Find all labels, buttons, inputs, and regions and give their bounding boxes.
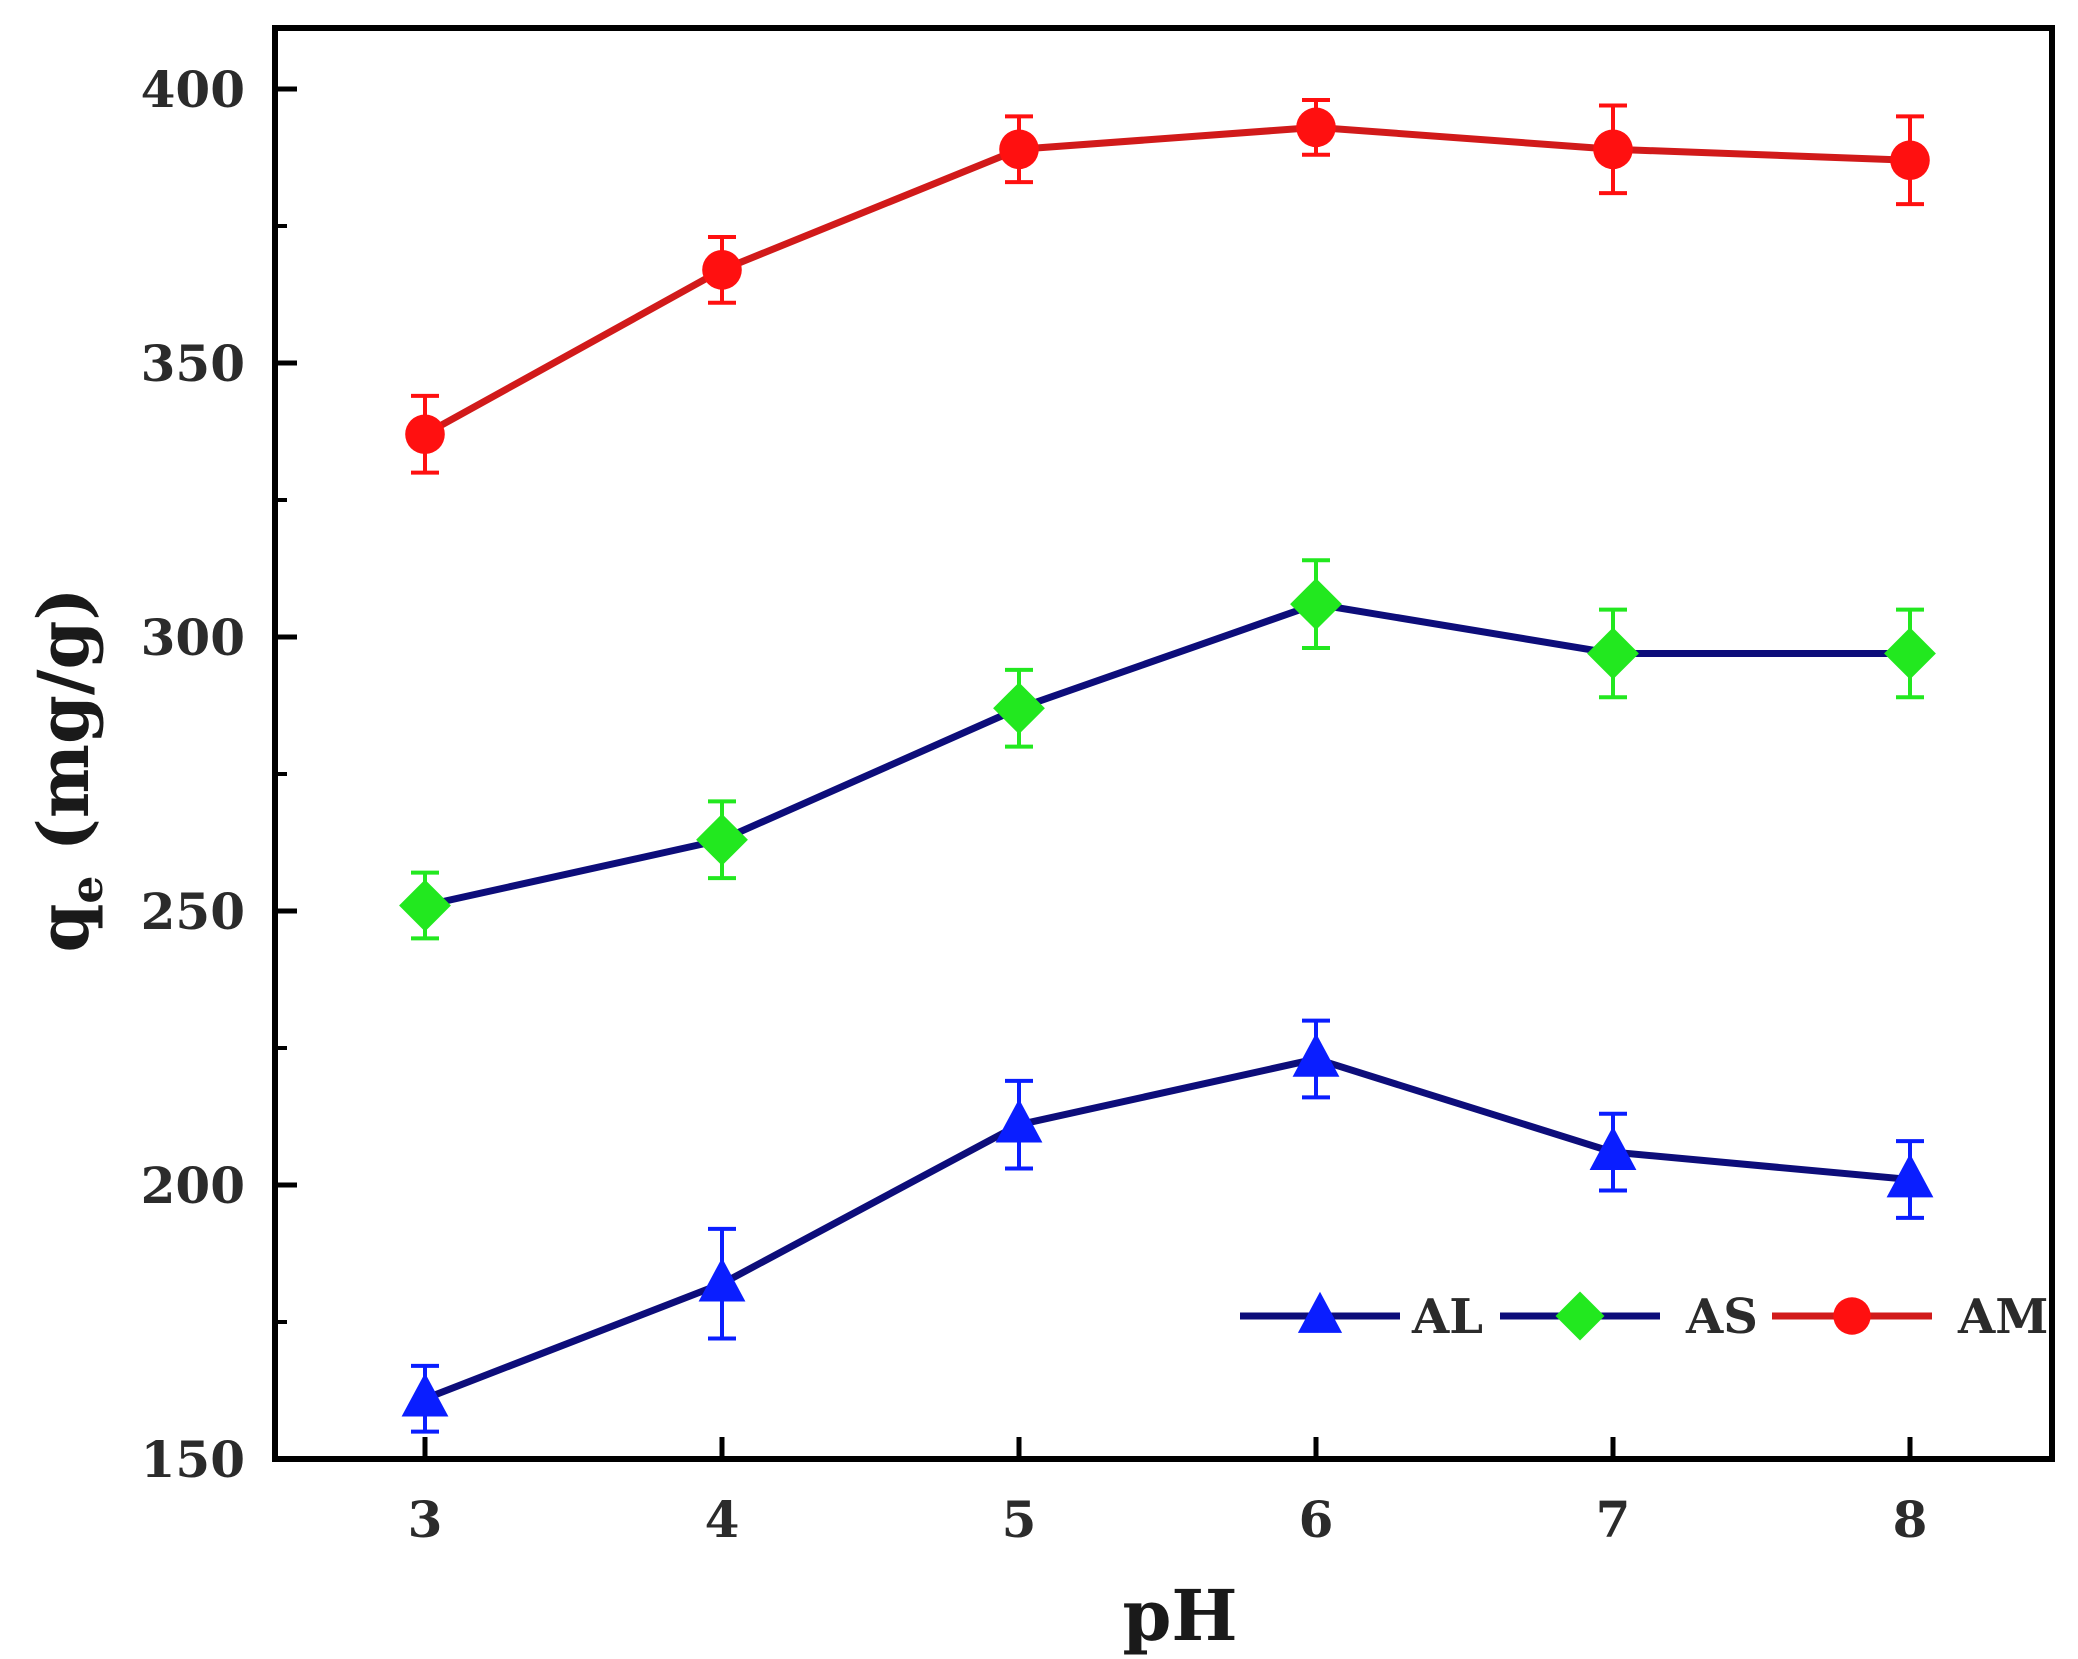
series-layer (399, 97, 1936, 1434)
legend-item-al: AL (1240, 1289, 1483, 1345)
y-tick-label: 350 (141, 334, 245, 393)
x-tick-label: 4 (705, 1490, 740, 1549)
y-axis-title-group: qe (mg/g) (22, 587, 113, 952)
legend-label-as: AS (1685, 1289, 1758, 1345)
data-point-as (399, 879, 451, 932)
legend-item-as: AS (1500, 1289, 1758, 1345)
x-tick-label: 7 (1596, 1490, 1631, 1549)
legend-label-al: AL (1411, 1289, 1483, 1345)
axis-ticks (275, 86, 1913, 1462)
data-point-am (999, 129, 1039, 170)
y-tick-label: 300 (141, 608, 245, 667)
y-tick-label: 250 (141, 882, 245, 941)
data-point-al (995, 1098, 1043, 1143)
x-tick-label: 3 (408, 1490, 443, 1549)
series-line-al (423, 1055, 1911, 1402)
data-point-al (1292, 1033, 1340, 1077)
data-point-al (1589, 1126, 1637, 1170)
legend-label-am: AM (1957, 1289, 2048, 1345)
series-al (401, 1018, 1934, 1434)
y-tick-label: 150 (141, 1430, 245, 1489)
legend-marker-al (1297, 1291, 1343, 1333)
y-tick-label: 400 (141, 60, 245, 119)
y-axis-title-main: q (22, 904, 105, 953)
data-point-am (1890, 140, 1930, 181)
x-tick-label: 8 (1893, 1490, 1928, 1549)
legend-marker-am (1833, 1297, 1871, 1335)
y-axis-title: qe (mg/g) (22, 587, 113, 952)
legend: AL AS AM (1240, 1289, 2048, 1345)
data-point-as (1290, 578, 1342, 631)
data-point-am (702, 250, 742, 290)
x-tick-label: 5 (1002, 1490, 1037, 1549)
y-axis-title-unit: (mg/g) (22, 587, 105, 875)
data-point-am (1296, 107, 1336, 148)
data-point-as (993, 682, 1045, 735)
data-point-al (1886, 1153, 1934, 1198)
series-line-am (423, 123, 1911, 438)
legend-marker-as (1555, 1291, 1605, 1341)
data-point-as (696, 813, 748, 866)
y-tick-label: 200 (141, 1156, 245, 1215)
data-point-am (1593, 129, 1633, 170)
data-point-al (698, 1257, 746, 1302)
series-am (405, 97, 1930, 475)
series-as (399, 558, 1936, 941)
x-axis-title: pH (1122, 1574, 1237, 1657)
series-line-as (424, 600, 1910, 909)
legend-item-am: AM (1772, 1289, 2048, 1345)
plot-frame (272, 25, 2055, 1462)
data-point-al (401, 1372, 449, 1417)
data-point-as (1587, 627, 1639, 680)
x-tick-label: 6 (1299, 1490, 1334, 1549)
y-axis-title-subscript: e (62, 876, 113, 904)
tick-labels: 3 4 5 6 7 8 150 200 250 300 350 400 (141, 60, 1928, 1549)
data-point-am (405, 414, 445, 455)
data-point-as (1884, 627, 1936, 680)
